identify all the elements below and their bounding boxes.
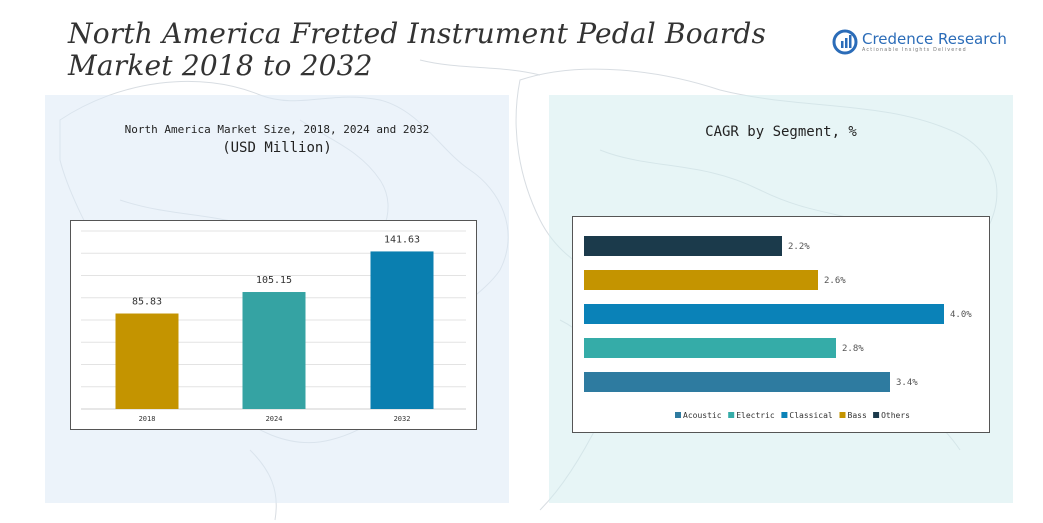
- legend: Acoustic Electric Classical Bass Others: [675, 411, 910, 420]
- market-size-chart: 85.83 2018 105.15 2024 141.63 2032: [70, 220, 477, 430]
- data-label-others: 2.2%: [788, 242, 810, 252]
- market-size-subtitle: North America Market Size, 2018, 2024 an…: [124, 123, 430, 136]
- data-label-2024: 105.15: [256, 275, 292, 286]
- bar-classical: [584, 304, 944, 324]
- bar-electric: [584, 338, 836, 358]
- tick-label-2024: 2024: [266, 415, 283, 423]
- market-size-bar-chart: 85.83 2018 105.15 2024 141.63 2032: [81, 230, 466, 423]
- credence-research-logo: Credence Research Actionable Insights De…: [832, 29, 1007, 55]
- bar-2018: [115, 313, 179, 409]
- data-label-bass: 2.6%: [824, 276, 846, 286]
- legend-label-classical: Classical: [789, 411, 833, 420]
- cagr-bar-chart: 2.2% 2.6% 4.0% 2.8% 3.4% Acoustic Electric Clas…: [584, 236, 972, 420]
- legend-swatch-acoustic: [675, 412, 681, 418]
- bar-bass: [584, 270, 818, 290]
- logo-tagline: Actionable Insights Delivered: [862, 47, 967, 53]
- legend-swatch-bass: [839, 412, 846, 418]
- data-label-acoustic: 3.4%: [896, 378, 918, 388]
- page-title: North America Fretted Instrument Pedal B…: [68, 17, 767, 82]
- cagr-chart: 2.2% 2.6% 4.0% 2.8% 3.4% Acoustic Electric Clas…: [572, 216, 990, 433]
- logo-name: Credence Research: [862, 29, 1007, 48]
- data-label-2018: 85.83: [132, 297, 162, 308]
- cagr-title: CAGR by Segment, %: [705, 124, 857, 140]
- bar-2032: [370, 251, 434, 409]
- bar-2024: [242, 292, 306, 409]
- data-label-classical: 4.0%: [950, 310, 972, 320]
- market-size-unit: (USD Million): [222, 140, 332, 156]
- legend-swatch-electric: [728, 412, 735, 418]
- legend-label-acoustic: Acoustic: [683, 411, 722, 420]
- legend-swatch-others: [873, 412, 880, 418]
- bar-acoustic: [584, 372, 890, 392]
- data-label-2032: 141.63: [384, 234, 420, 245]
- legend-label-bass: Bass: [848, 411, 867, 420]
- data-label-electric: 2.8%: [842, 344, 864, 354]
- bar-others: [584, 236, 782, 256]
- legend-label-others: Others: [881, 411, 910, 420]
- logo-icon: [832, 29, 858, 55]
- legend-swatch-classical: [781, 412, 788, 418]
- tick-label-2018: 2018: [139, 415, 156, 423]
- tick-label-2032: 2032: [394, 415, 411, 423]
- legend-label-electric: Electric: [736, 411, 775, 420]
